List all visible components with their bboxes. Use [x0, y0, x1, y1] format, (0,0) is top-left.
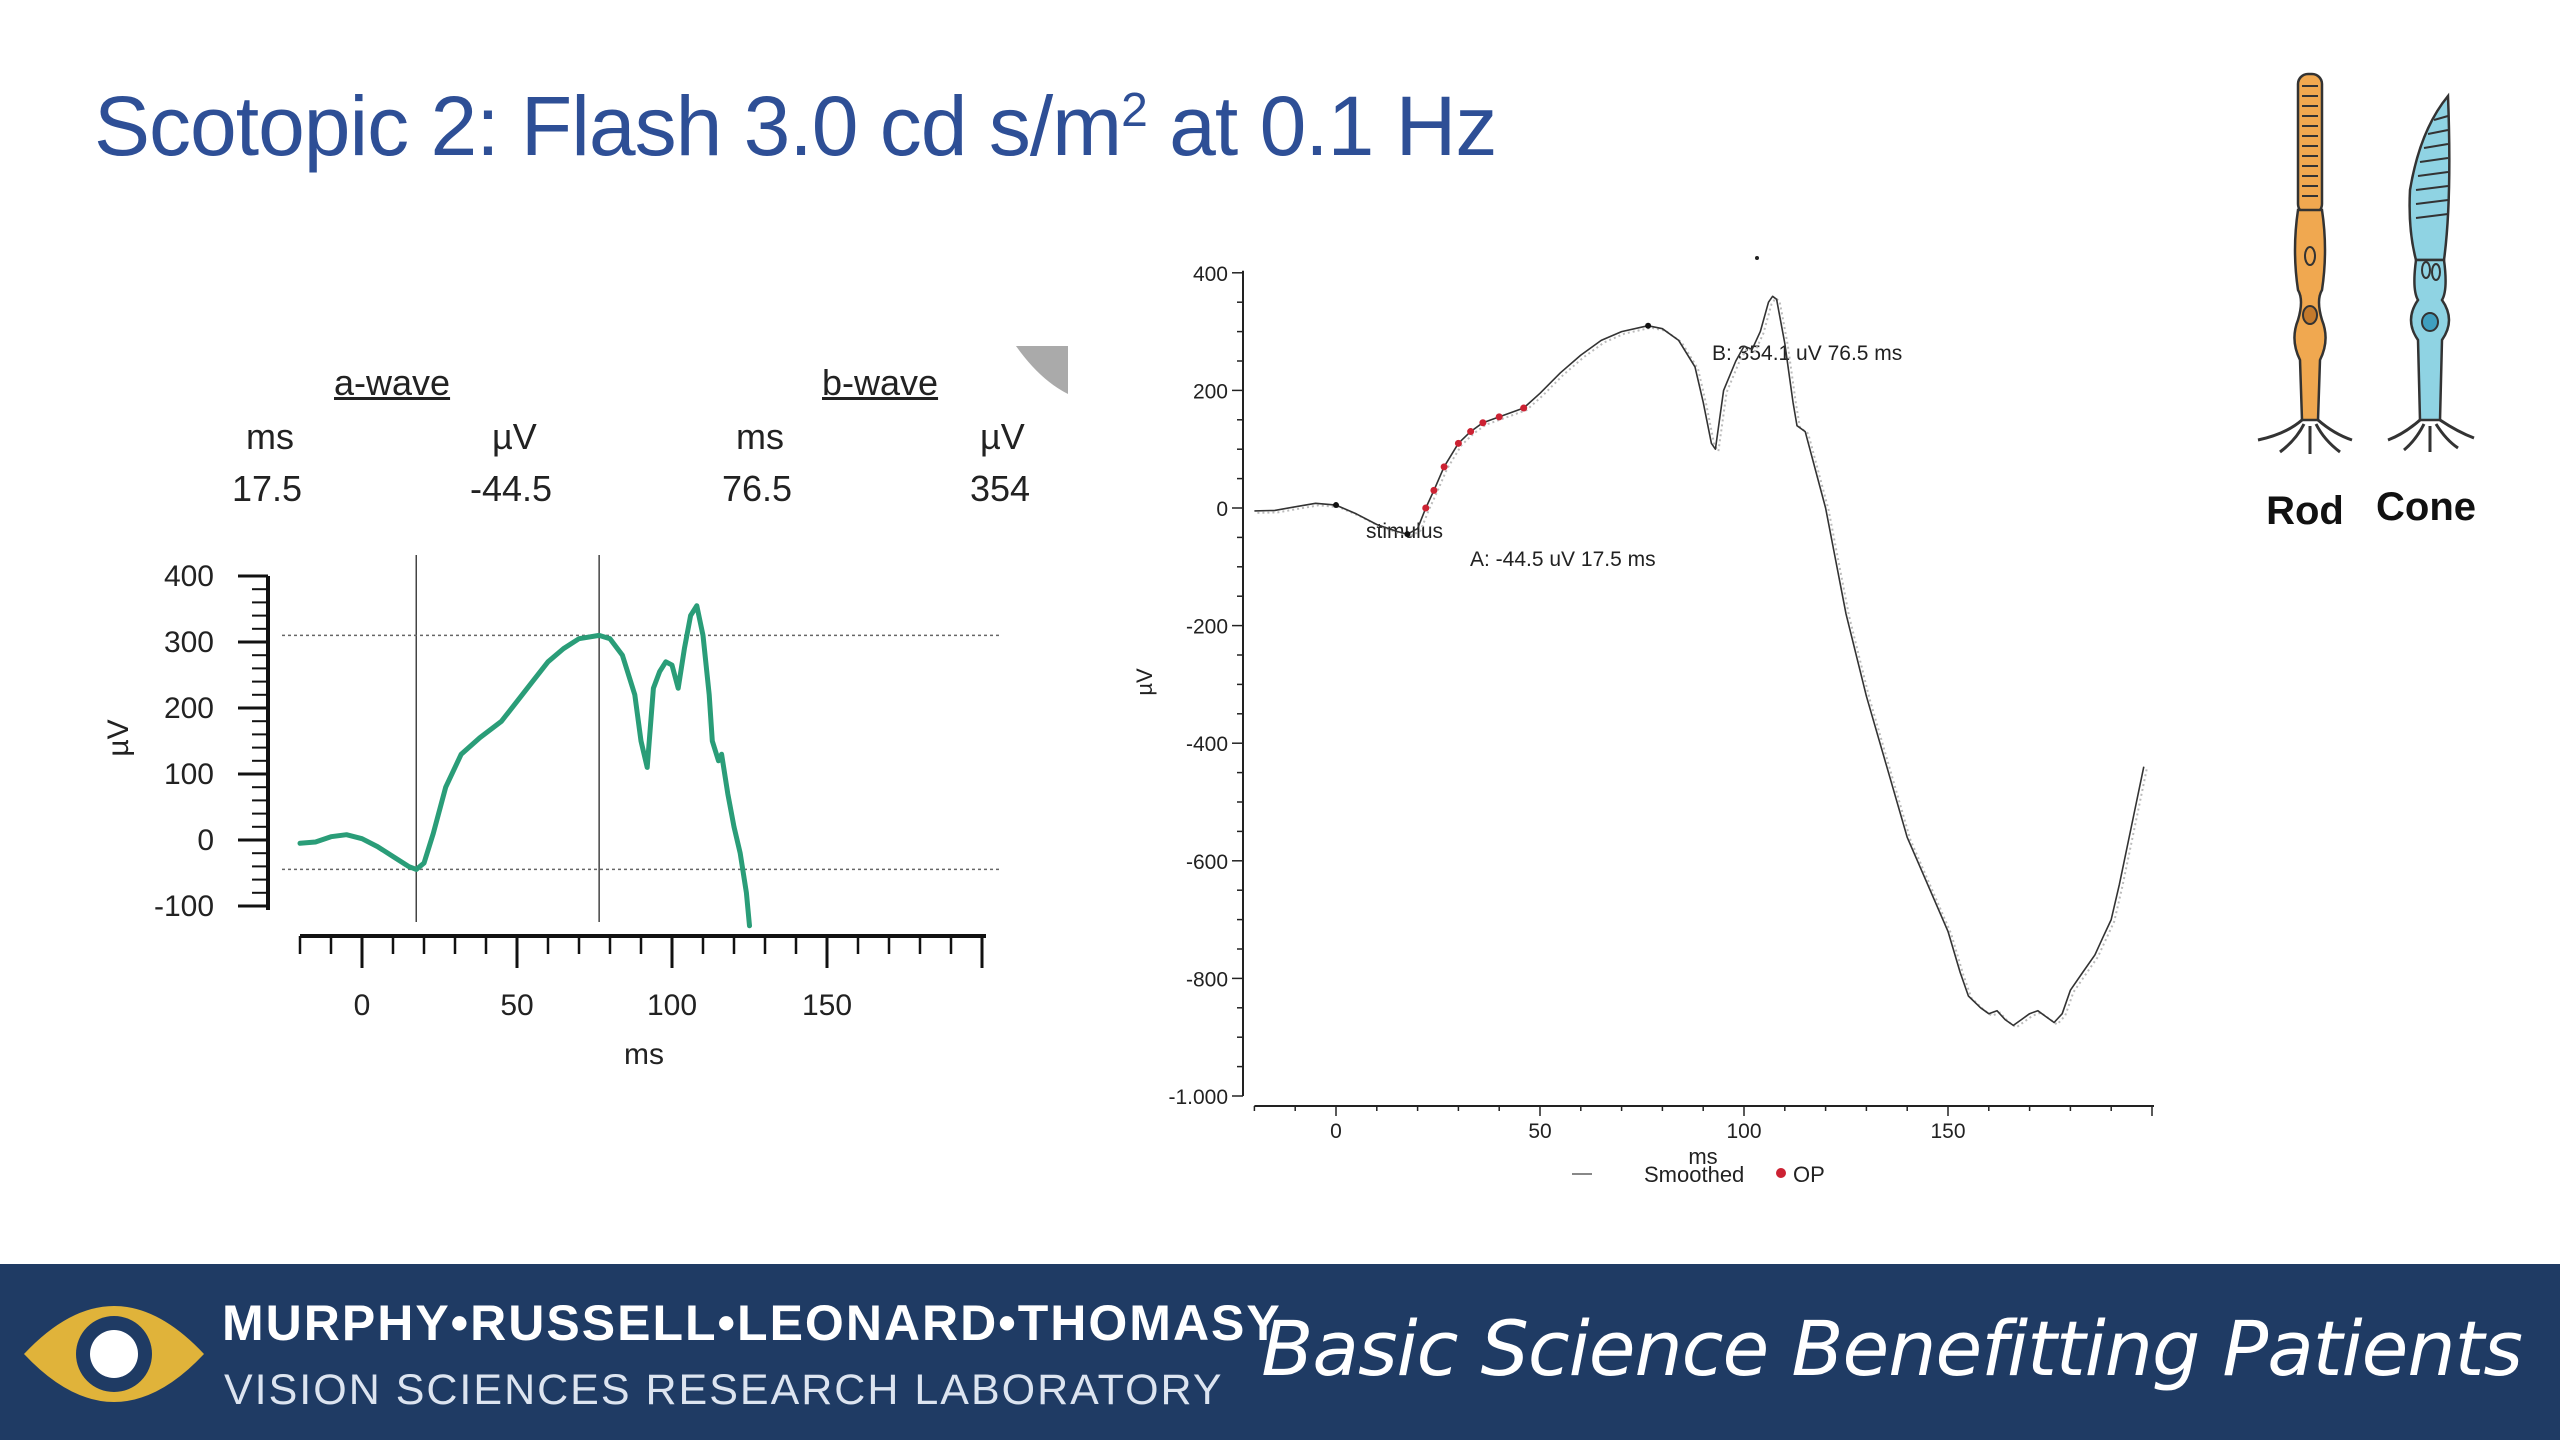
legend-op-label: OP	[1793, 1162, 1825, 1187]
chart-left-ytick-label: 0	[197, 824, 214, 857]
slide-title-rest: at 0.1 Hz	[1146, 79, 1497, 173]
stray-dot	[1755, 256, 1759, 260]
slide-title: Scotopic 2: Flash 3.0 cd s/m2 at 0.1 Hz	[94, 78, 1497, 175]
eye-icon	[24, 1306, 204, 1402]
chart-left-ytick-label: 200	[164, 692, 214, 725]
chart-right-legend: Smoothed OP	[1572, 1162, 1825, 1187]
rod-label: Rod	[2266, 489, 2344, 533]
chart-right-marker	[1404, 531, 1411, 538]
chart-right-ytick-label: 200	[1193, 380, 1228, 403]
chart-left-ylabel: µV	[102, 719, 135, 756]
chart-left-ytick-label: 400	[164, 560, 214, 593]
chart-left: µV ms 400 300 200 100 0 -100 0 50 100 150	[102, 555, 1002, 1071]
chart-right-xtick-label: 100	[1726, 1120, 1761, 1143]
chart-right-op-point	[1520, 404, 1528, 412]
chart-right-xtick-label: 150	[1930, 1120, 1965, 1143]
footer-tagline: Basic Science Benefitting Patients	[1261, 1304, 2523, 1393]
slide-title-superscript: 2	[1121, 84, 1148, 137]
chart-left-xtick-label: 50	[500, 989, 533, 1022]
chart-right-ytick-label: -800	[1186, 968, 1228, 991]
corner-artifact	[1016, 346, 1068, 394]
cone-cell-illustration	[2387, 92, 2475, 452]
table-header-a-ms: ms	[246, 416, 294, 457]
chart-left-xtick-label: 100	[647, 989, 697, 1022]
chart-right-xlabel: ms	[1688, 1144, 1717, 1169]
legend-op-swatch	[1776, 1168, 1786, 1178]
chart-right-marker	[1645, 322, 1652, 329]
chart-right-op-point	[1430, 486, 1438, 494]
chart-right-op-point	[1479, 419, 1487, 427]
annotation-stimulus: stimulus	[1366, 520, 1443, 543]
lab-subtitle: VISION SCIENCES RESEARCH LABORATORY	[224, 1366, 1224, 1414]
chart-right-op-point	[1440, 463, 1448, 471]
chart-right-smoothed-line	[1257, 296, 2148, 1029]
table-group-a-wave: a-wave	[334, 362, 451, 403]
chart-left-xtick-label: 0	[354, 989, 371, 1022]
chart-right-series-line	[1254, 295, 2145, 1027]
chart-right-xtick-label: 0	[1330, 1120, 1342, 1143]
chart-right-op-point	[1454, 439, 1462, 447]
chart-left-ytick-label: 300	[164, 626, 214, 659]
chart-right-op-point	[1495, 413, 1503, 421]
rod-cell-illustration	[2257, 72, 2353, 454]
chart-right-ytick-label: -1.000	[1168, 1086, 1228, 1109]
chart-right-op-point	[1422, 504, 1430, 512]
chart-left-series-line	[297, 603, 752, 929]
chart-right: µV ms Smoothed OP stimulus A: -44.5 uV 1…	[1132, 256, 2154, 1187]
table-header-b-uv: µV	[980, 416, 1025, 457]
annotation-a-wave: A: -44.5 uV 17.5 ms	[1470, 548, 1656, 571]
chart-right-op-point	[1467, 428, 1475, 436]
slide-title-main: Scotopic 2: Flash 3.0 cd s/m	[94, 79, 1122, 173]
chart-right-xtick-label: 50	[1528, 1120, 1551, 1143]
table-header-b-ms: ms	[736, 416, 784, 457]
table-value-b-uv: 354	[970, 468, 1031, 509]
table-group-b-wave: b-wave	[822, 362, 939, 403]
chart-right-ylabel: µV	[1132, 668, 1157, 696]
table-value-a-uv: -44.5	[470, 468, 553, 509]
chart-right-ytick-label: -200	[1186, 616, 1228, 639]
chart-left-xtick-label: 150	[802, 989, 852, 1022]
chart-right-ytick-label: -600	[1186, 851, 1228, 874]
chart-right-ytick-label: 0	[1216, 498, 1228, 521]
legend-smoothed-label: Smoothed	[1644, 1162, 1744, 1187]
chart-right-ytick-label: -400	[1186, 733, 1228, 756]
annotation-b-wave: B: 354.1 uV 76.5 ms	[1712, 342, 1902, 365]
chart-right-marker	[1333, 502, 1339, 509]
cone-label: Cone	[2376, 485, 2476, 529]
chart-left-ytick-label: 100	[164, 758, 214, 791]
chart-left-xlabel: ms	[624, 1038, 664, 1071]
footer-banner: MURPHY•RUSSELL•LEONARD•THOMASY VISION SC…	[0, 1264, 2560, 1440]
table-header-a-uv: µV	[492, 416, 537, 457]
lab-name: MURPHY•RUSSELL•LEONARD•THOMASY	[222, 1295, 1282, 1351]
chart-left-ytick-label: -100	[154, 890, 214, 923]
table-value-a-ms: 17.5	[232, 468, 303, 509]
chart-right-ytick-label: 400	[1193, 263, 1228, 286]
table-value-b-ms: 76.5	[722, 468, 793, 509]
